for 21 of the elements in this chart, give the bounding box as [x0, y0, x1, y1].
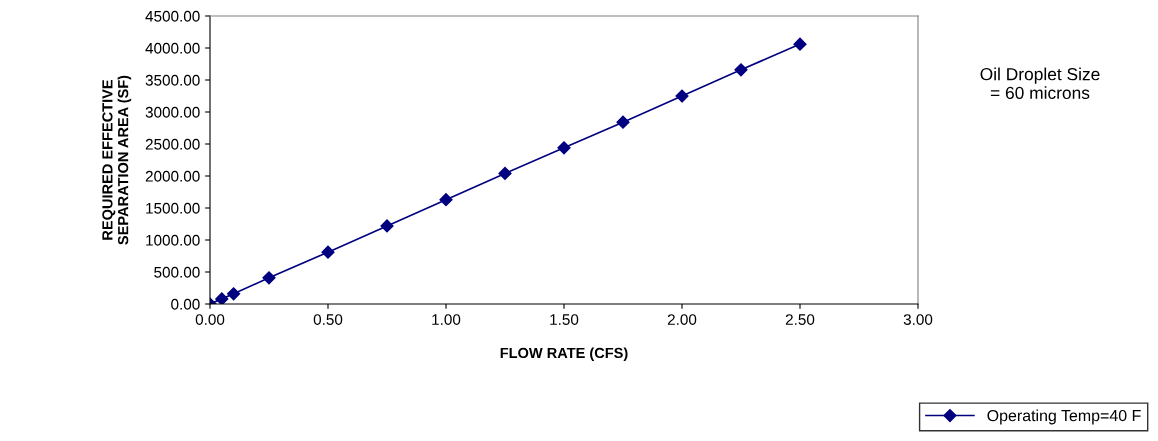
x-tick-label: 2.00: [667, 314, 697, 325]
x-axis-title: FLOW RATE (CFS): [500, 347, 628, 361]
x-tick-label: 1.50: [550, 314, 579, 325]
y-tick-label: 0.00: [171, 298, 200, 310]
legend-label: Operating Temp=40 F: [987, 409, 1141, 425]
x-tick-label: 0.00: [195, 314, 225, 325]
y-tick-label: 500.00: [154, 266, 200, 278]
x-tick-label: 3.00: [903, 314, 933, 325]
y-tick-label: 1500.00: [146, 202, 200, 214]
y-tick-label: 2500.00: [145, 138, 200, 150]
y-tick-label: 4000.00: [145, 42, 200, 54]
y-tick-label: 3500.00: [145, 74, 200, 86]
y-axis-title: REQUIRED EFFECTIVE SEPARATION AREA (SF): [102, 75, 132, 245]
text: Oil Droplet Size = 60 microns: [980, 67, 1100, 100]
x-tick-label: 2.50: [785, 314, 815, 325]
y-tick-label: 1000.00: [146, 234, 200, 246]
x-tick-label: 0.50: [313, 314, 343, 325]
y-tick-label: 3000.00: [145, 106, 200, 118]
x-tick-label: 1.00: [432, 314, 461, 325]
y-tick-label: 2000.00: [145, 170, 200, 182]
y-tick-label: 4500.00: [145, 10, 200, 22]
